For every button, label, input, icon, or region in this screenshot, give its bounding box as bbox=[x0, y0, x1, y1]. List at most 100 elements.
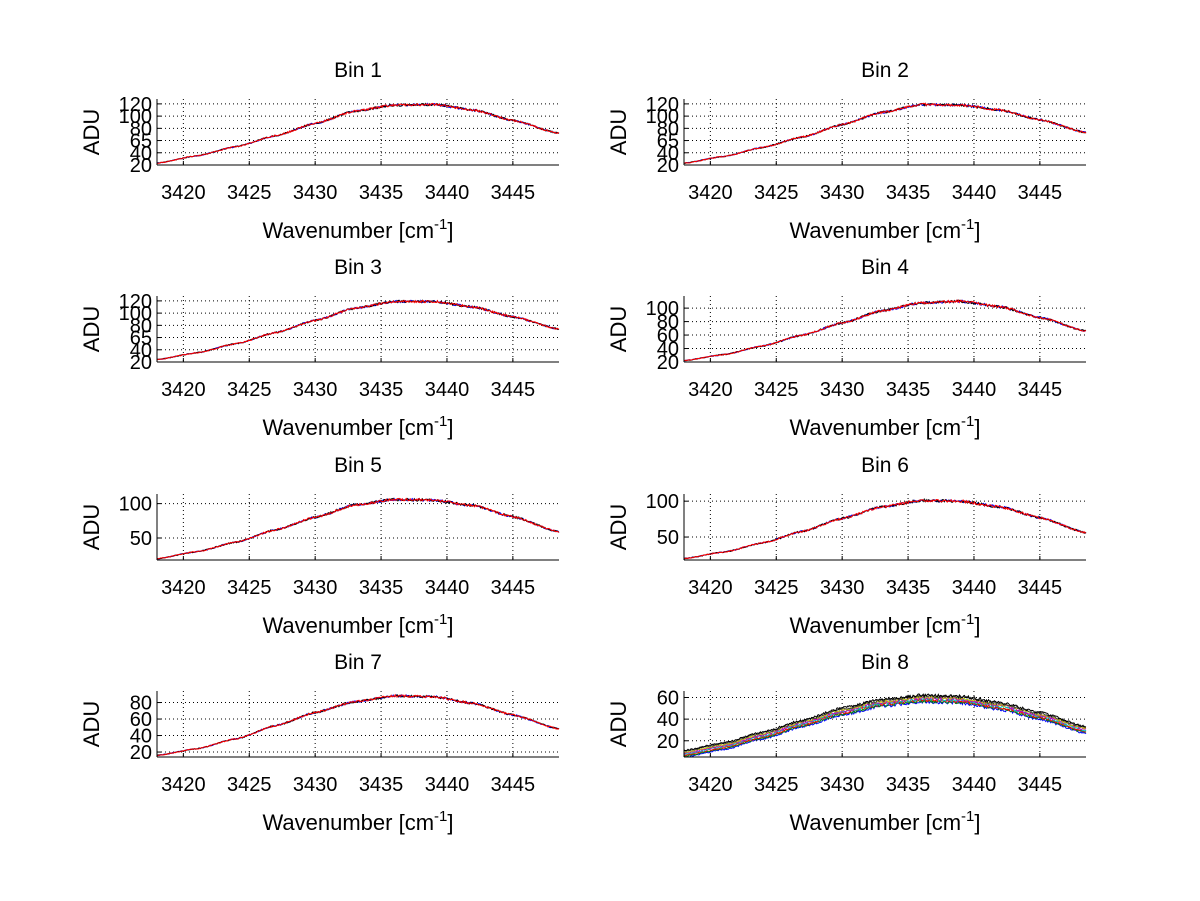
y-tick-label: 20 bbox=[130, 155, 152, 177]
x-tick-label: 3425 bbox=[227, 182, 272, 204]
x-tick-label: 3445 bbox=[1018, 577, 1063, 599]
data-series-line bbox=[683, 498, 1087, 560]
x-tick-label: 3420 bbox=[688, 577, 733, 599]
subplot-title: Bin 6 bbox=[861, 454, 909, 477]
y-tick-label: 60 bbox=[657, 325, 679, 347]
x-tick-label: 3435 bbox=[886, 379, 931, 401]
y-tick-label: 120 bbox=[119, 94, 152, 116]
data-series-line bbox=[156, 299, 560, 361]
y-tick-label: 100 bbox=[119, 303, 152, 325]
y-tick-label: 20 bbox=[657, 731, 679, 753]
x-tick-label: 3445 bbox=[1018, 379, 1063, 401]
y-axis-label: ADU bbox=[79, 504, 104, 550]
y-axis-label: ADU bbox=[606, 504, 631, 550]
subplot-title: Bin 2 bbox=[861, 59, 909, 82]
y-tick-label: 120 bbox=[646, 94, 679, 116]
x-tick-label: 3445 bbox=[1018, 182, 1063, 204]
x-tick-label: 3435 bbox=[359, 379, 404, 401]
subplot-title: Bin 8 bbox=[861, 651, 909, 674]
subplot-title: Bin 1 bbox=[334, 59, 382, 82]
y-tick-label: 80 bbox=[130, 315, 152, 337]
x-tick-label: 3440 bbox=[425, 379, 470, 401]
x-tick-label: 3430 bbox=[820, 379, 865, 401]
data-series-line bbox=[683, 693, 1087, 751]
subplot-title: Bin 7 bbox=[334, 651, 382, 674]
y-axis-label: ADU bbox=[79, 306, 104, 352]
x-axis-label: Wavenumber [cm-1] bbox=[262, 611, 453, 638]
x-tick-label: 3435 bbox=[359, 182, 404, 204]
data-series-line bbox=[156, 102, 560, 164]
y-tick-label: 65 bbox=[130, 328, 152, 350]
subplot-title: Bin 4 bbox=[861, 256, 909, 279]
y-tick-label: 65 bbox=[130, 131, 152, 153]
x-tick-label: 3420 bbox=[688, 182, 733, 204]
x-tick-label: 3440 bbox=[952, 182, 997, 204]
x-tick-label: 3440 bbox=[425, 774, 470, 796]
x-tick-label: 3435 bbox=[359, 577, 404, 599]
x-axis-label: Wavenumber [cm-1] bbox=[262, 216, 453, 243]
x-tick-label: 3430 bbox=[820, 577, 865, 599]
x-tick-label: 3430 bbox=[293, 182, 338, 204]
x-tick-label: 3440 bbox=[425, 182, 470, 204]
y-tick-label: 50 bbox=[130, 528, 152, 550]
x-tick-label: 3430 bbox=[293, 379, 338, 401]
y-axis-label: ADU bbox=[79, 109, 104, 155]
y-axis-label: ADU bbox=[606, 701, 631, 747]
y-axis-label: ADU bbox=[79, 701, 104, 747]
x-tick-label: 3445 bbox=[491, 379, 536, 401]
x-tick-label: 3435 bbox=[886, 182, 931, 204]
x-tick-label: 3425 bbox=[227, 774, 272, 796]
x-tick-label: 3445 bbox=[1018, 774, 1063, 796]
y-axis-label: ADU bbox=[606, 109, 631, 155]
x-tick-label: 3435 bbox=[886, 774, 931, 796]
y-axis-label: ADU bbox=[606, 306, 631, 352]
x-tick-label: 3440 bbox=[952, 774, 997, 796]
y-tick-label: 40 bbox=[657, 339, 679, 361]
x-tick-label: 3425 bbox=[754, 182, 799, 204]
y-tick-label: 100 bbox=[646, 106, 679, 128]
x-tick-label: 3435 bbox=[359, 774, 404, 796]
y-tick-label: 80 bbox=[130, 693, 152, 715]
data-series-line bbox=[156, 693, 560, 757]
x-tick-label: 3420 bbox=[161, 379, 206, 401]
x-tick-label: 3420 bbox=[688, 774, 733, 796]
x-tick-label: 3425 bbox=[754, 379, 799, 401]
x-tick-label: 3430 bbox=[293, 774, 338, 796]
x-tick-label: 3430 bbox=[820, 774, 865, 796]
data-series-line bbox=[683, 102, 1087, 164]
y-tick-label: 80 bbox=[130, 118, 152, 140]
data-series-line bbox=[684, 698, 1087, 757]
data-series-line bbox=[156, 497, 560, 560]
y-tick-label: 120 bbox=[119, 291, 152, 313]
y-tick-label: 50 bbox=[657, 527, 679, 549]
y-tick-label: 40 bbox=[130, 726, 152, 748]
y-tick-label: 65 bbox=[657, 131, 679, 153]
y-tick-label: 40 bbox=[657, 709, 679, 731]
x-axis-label: Wavenumber [cm-1] bbox=[262, 413, 453, 440]
y-tick-label: 20 bbox=[130, 352, 152, 374]
x-tick-label: 3420 bbox=[688, 379, 733, 401]
data-series-line bbox=[683, 299, 1087, 362]
x-tick-label: 3445 bbox=[491, 774, 536, 796]
y-tick-label: 100 bbox=[646, 491, 679, 513]
y-tick-label: 80 bbox=[657, 312, 679, 334]
x-axis-label: Wavenumber [cm-1] bbox=[789, 611, 980, 638]
y-tick-label: 80 bbox=[657, 118, 679, 140]
x-axis-label: Wavenumber [cm-1] bbox=[789, 413, 980, 440]
y-tick-label: 60 bbox=[657, 687, 679, 709]
y-tick-label: 100 bbox=[119, 106, 152, 128]
y-tick-label: 60 bbox=[130, 709, 152, 731]
x-axis-label: Wavenumber [cm-1] bbox=[789, 808, 980, 835]
subplot-title: Bin 5 bbox=[334, 454, 382, 477]
x-tick-label: 3435 bbox=[886, 577, 931, 599]
x-axis-label: Wavenumber [cm-1] bbox=[789, 216, 980, 243]
x-tick-label: 3425 bbox=[227, 379, 272, 401]
x-tick-label: 3425 bbox=[754, 577, 799, 599]
x-tick-label: 3440 bbox=[952, 577, 997, 599]
